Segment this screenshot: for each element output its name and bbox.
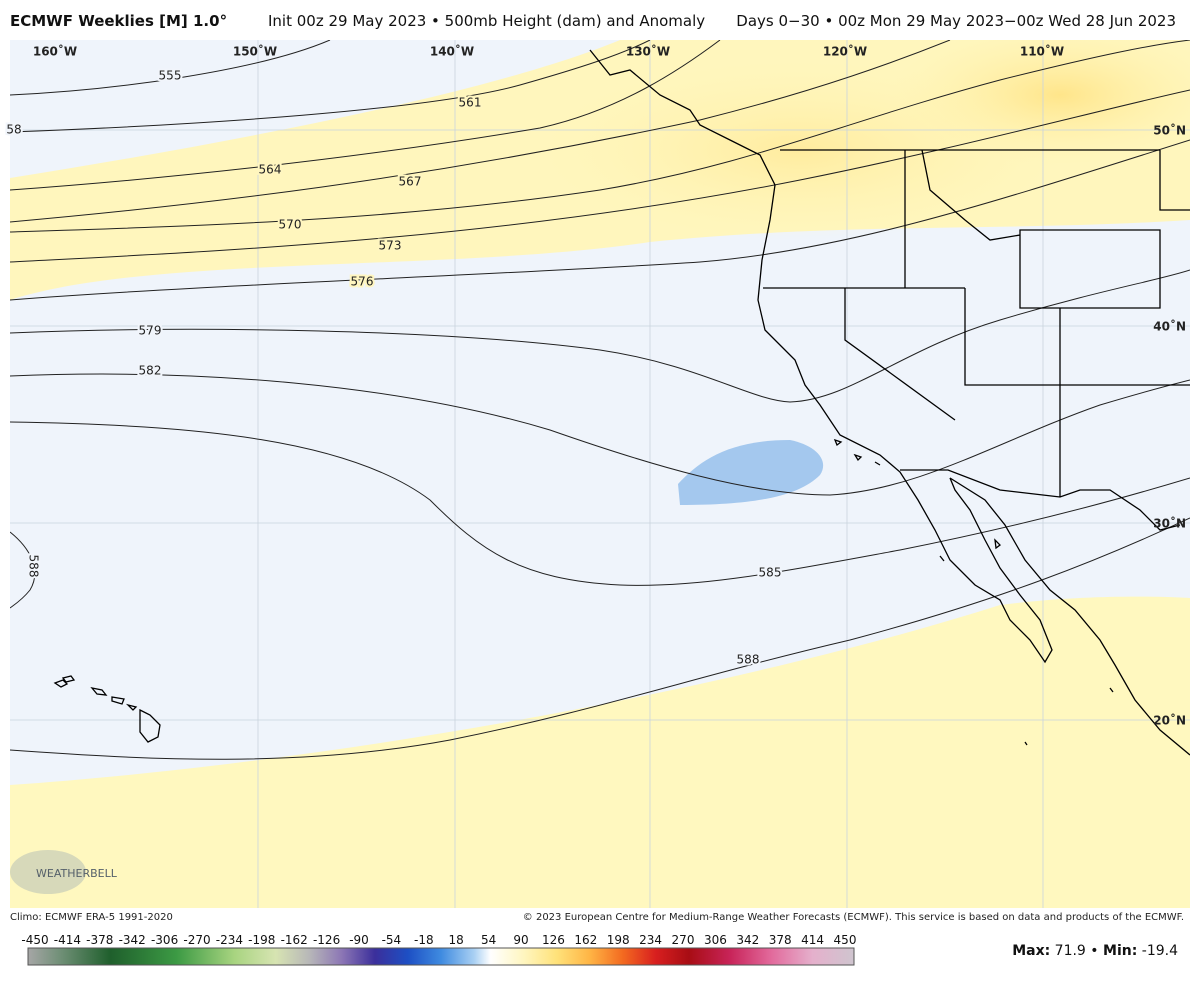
contour-label: 561 xyxy=(459,96,482,110)
colorbar-tick-label: -90 xyxy=(349,933,369,947)
watermark-logo xyxy=(10,850,86,894)
longitude-label: 130˚W xyxy=(626,44,670,59)
colorbar-tick-label: 198 xyxy=(607,933,630,947)
contour-label: 58 xyxy=(6,123,21,137)
longitude-label: 110˚W xyxy=(1020,44,1064,59)
colorbar-tick-label: 162 xyxy=(574,933,597,947)
colorbar-ticks: -450 -414 -378 -342 -306 -270 -234 -198 -162 -126… xyxy=(21,933,856,947)
latitude-label: 40˚N xyxy=(1153,319,1186,334)
min-value: -19.4 xyxy=(1142,943,1178,959)
longitude-labels: 160˚W 150˚W 140˚W 130˚W 120˚W 110˚W xyxy=(33,44,1064,59)
init-title: Init 00z 29 May 2023 • 500mb Height (dam… xyxy=(268,12,705,30)
colorbar-tick-label: 414 xyxy=(801,933,824,947)
contour-label: 576 xyxy=(351,275,374,289)
stats: Max: 71.9 • Min: -19.4 xyxy=(1012,943,1178,959)
latitude-labels: 50˚N 40˚N 30˚N 20˚N xyxy=(1153,123,1186,728)
colorbar-tick-label: -342 xyxy=(119,933,146,947)
separator: • xyxy=(1090,943,1098,959)
colorbar-tick-label: -126 xyxy=(313,933,340,947)
min-label: Min: xyxy=(1103,943,1137,959)
latitude-label: 30˚N xyxy=(1153,516,1186,531)
colorbar-tick-label: -414 xyxy=(54,933,81,947)
latitude-label: 50˚N xyxy=(1153,123,1186,138)
colorbar-tick-label: -54 xyxy=(382,933,402,947)
contour-label: 588 xyxy=(27,555,41,578)
valid-title: Days 0−30 • 00z Mon 29 May 2023−00z Wed … xyxy=(736,12,1176,30)
contour-label: 573 xyxy=(379,239,402,253)
longitude-label: 120˚W xyxy=(823,44,867,59)
colorbar-tick-label: 18 xyxy=(449,933,464,947)
colorbar-tick-label: 342 xyxy=(736,933,759,947)
colorbar xyxy=(27,947,855,966)
colorbar-tick-label: -162 xyxy=(281,933,308,947)
colorbar-tick-label: 306 xyxy=(704,933,727,947)
max-label: Max: xyxy=(1012,943,1050,959)
colorbar-tick-label: -18 xyxy=(414,933,434,947)
colorbar-tick-label: -234 xyxy=(216,933,243,947)
anomaly-positive xyxy=(10,596,1190,908)
contours xyxy=(10,40,1190,760)
anomaly-negative xyxy=(678,440,824,505)
colorbar-tick-label: 234 xyxy=(639,933,662,947)
map: WEATHERBELL xyxy=(10,40,1190,908)
longitude-label: 140˚W xyxy=(430,44,474,59)
colorbar-tick-label: 450 xyxy=(834,933,857,947)
contour-label: 564 xyxy=(259,163,282,177)
copyright: © 2023 European Centre for Medium-Range … xyxy=(523,912,1184,923)
model-title: ECMWF Weeklies [M] 1.0° xyxy=(10,12,227,30)
contour-label: 582 xyxy=(139,364,162,378)
climo-note: Climo: ECMWF ERA-5 1991-2020 xyxy=(10,912,173,923)
colorbar-tick-label: -306 xyxy=(151,933,178,947)
colorbar-tick-label: 126 xyxy=(542,933,565,947)
colorbar-tick-label: -450 xyxy=(21,933,48,947)
contour-label: 588 xyxy=(737,653,760,667)
watermark: WEATHERBELL xyxy=(36,867,118,880)
colorbar-tick-label: -198 xyxy=(248,933,275,947)
colorbar-tick-label: 270 xyxy=(672,933,695,947)
max-value: 71.9 xyxy=(1055,943,1086,959)
contour-label: 567 xyxy=(399,175,422,189)
colorbar-tick-label: 378 xyxy=(769,933,792,947)
graticule xyxy=(10,40,1190,908)
colorbar-tick-label: 90 xyxy=(513,933,528,947)
latitude-label: 20˚N xyxy=(1153,713,1186,728)
colorbar-tick-label: -270 xyxy=(183,933,210,947)
colorbar-tick-label: -378 xyxy=(86,933,113,947)
contour-label: 555 xyxy=(159,69,182,83)
colorbar-tick-label: 54 xyxy=(481,933,496,947)
contour-label: 579 xyxy=(139,324,162,338)
contour-labels: 58 555 561 564 567 570 573 576 579 582 5… xyxy=(4,67,783,669)
longitude-label: 150˚W xyxy=(233,44,277,59)
contour-label: 585 xyxy=(759,566,782,580)
contour-label: 570 xyxy=(279,218,302,232)
longitude-label: 160˚W xyxy=(33,44,77,59)
coastlines xyxy=(53,49,1190,756)
